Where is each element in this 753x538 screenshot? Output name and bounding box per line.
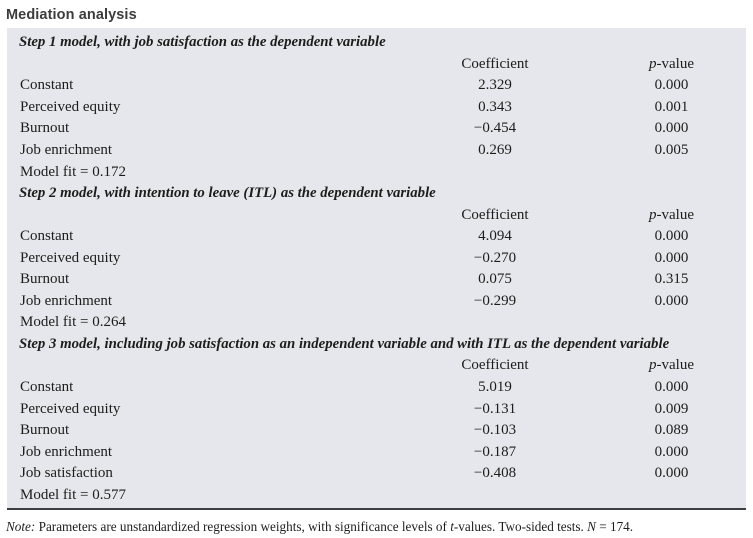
row-coefficient: −0.270 — [473, 249, 517, 266]
column-header-coefficient: Coefficient — [461, 55, 529, 72]
table-row: Job enrichment −0.299 0.000 — [7, 291, 746, 313]
note-text-1: Parameters are unstandardized regression… — [35, 519, 451, 535]
model-fit-value: Model fit = 0.264 — [20, 314, 126, 331]
row-coefficient: −0.103 — [473, 422, 517, 439]
column-header-p-value: p-value — [597, 207, 746, 224]
table-row: Constant 4.094 0.000 — [7, 226, 746, 248]
row-label: Perceived equity — [20, 400, 121, 417]
table-note: Note: Parameters are unstandardized regr… — [6, 519, 753, 535]
page-title: Mediation analysis — [6, 7, 137, 23]
column-header-coefficient: Coefficient — [461, 357, 529, 374]
row-label: Constant — [20, 379, 74, 396]
model-fit-row: Model fit = 0.264 — [7, 312, 746, 334]
column-header-row: Coefficient p-value — [7, 204, 746, 226]
row-coefficient: 2.329 — [478, 77, 512, 94]
row-label: Perceived equity — [20, 98, 121, 115]
row-label: Burnout — [20, 422, 70, 439]
row-p-value: 0.000 — [654, 443, 689, 460]
row-p-value: 0.001 — [654, 98, 689, 115]
model-fit-value: Model fit = 0.172 — [20, 163, 126, 180]
table-row: Perceived equity −0.131 0.009 — [7, 398, 746, 420]
row-coefficient: −0.299 — [473, 292, 517, 309]
section-heading-row: Step 2 model, with intention to leave (I… — [7, 183, 746, 205]
row-coefficient: 0.075 — [478, 271, 512, 288]
p-value-italic-p: p — [649, 357, 657, 374]
model-fit-row: Model fit = 0.577 — [7, 484, 746, 506]
column-header-row: Coefficient p-value — [7, 355, 746, 377]
note-text-2: -values. Two-sided tests. — [453, 519, 588, 535]
row-p-value: 0.005 — [654, 142, 689, 158]
p-value-italic-p: p — [649, 55, 657, 72]
column-header-p-value: p-value — [597, 56, 746, 73]
section-heading-row: Step 1 model, with job satisfaction as t… — [7, 32, 746, 54]
row-p-value: 0.000 — [654, 77, 689, 94]
p-value-rest: -value — [656, 206, 694, 223]
note-t-italic: t — [450, 519, 454, 535]
table-row: Burnout 0.075 0.315 — [7, 269, 746, 291]
row-label: Burnout — [20, 271, 70, 288]
row-p-value: 0.000 — [654, 292, 689, 309]
table-row: Perceived equity −0.270 0.000 — [7, 247, 746, 269]
note-text-3: = 174. — [595, 519, 634, 535]
row-coefficient: 4.094 — [478, 228, 512, 245]
row-coefficient: 0.269 — [478, 142, 512, 158]
row-coefficient: −0.131 — [473, 400, 517, 417]
p-value-italic-p: p — [649, 206, 657, 223]
row-p-value: 0.000 — [654, 379, 689, 396]
note-n-italic: N — [587, 519, 596, 535]
table-row: Burnout −0.454 0.000 — [7, 118, 746, 140]
row-label: Constant — [20, 228, 74, 245]
column-header-row: Coefficient p-value — [7, 54, 746, 76]
note-label: Note: — [6, 519, 36, 535]
section-heading-row: Step 3 model, including job satisfaction… — [7, 334, 746, 356]
section-1-heading: Step 1 model, with job satisfaction as t… — [19, 34, 386, 51]
row-coefficient: −0.408 — [473, 465, 517, 482]
section-2-heading: Step 2 model, with intention to leave (I… — [19, 185, 436, 202]
column-header-p-value: p-value — [597, 357, 746, 374]
model-fit-row: Model fit = 0.172 — [7, 161, 746, 183]
model-fit-value: Model fit = 0.577 — [20, 486, 126, 503]
row-label: Perceived equity — [20, 249, 121, 266]
table-row: Perceived equity 0.343 0.001 — [7, 97, 746, 119]
mediation-analysis-table: Step 1 model, with job satisfaction as t… — [7, 28, 746, 511]
row-coefficient: −0.454 — [473, 120, 517, 137]
table-row: Job satisfaction −0.408 0.000 — [7, 463, 746, 485]
p-value-rest: -value — [656, 55, 694, 72]
table-row: Job enrichment 0.269 0.005 — [7, 140, 746, 162]
row-label: Job satisfaction — [20, 465, 113, 482]
row-p-value: 0.089 — [654, 422, 689, 439]
row-p-value: 0.009 — [654, 400, 689, 417]
table-row: Burnout −0.103 0.089 — [7, 420, 746, 442]
row-label: Constant — [20, 77, 74, 94]
row-p-value: 0.000 — [654, 120, 689, 137]
row-p-value: 0.000 — [654, 249, 689, 266]
row-coefficient: 5.019 — [478, 379, 512, 396]
row-label: Job enrichment — [20, 142, 113, 158]
table-row: Job enrichment −0.187 0.000 — [7, 441, 746, 463]
row-p-value: 0.000 — [654, 465, 689, 482]
table-row: Constant 2.329 0.000 — [7, 75, 746, 97]
table-row: Constant 5.019 0.000 — [7, 377, 746, 399]
p-value-rest: -value — [656, 357, 694, 374]
row-p-value: 0.000 — [654, 228, 689, 245]
row-label: Burnout — [20, 120, 70, 137]
column-header-coefficient: Coefficient — [461, 206, 529, 223]
row-label: Job enrichment — [20, 443, 113, 460]
row-label: Job enrichment — [20, 292, 113, 309]
row-p-value: 0.315 — [654, 271, 689, 288]
row-coefficient: −0.187 — [473, 443, 517, 460]
row-coefficient: 0.343 — [478, 98, 512, 115]
section-3-heading: Step 3 model, including job satisfaction… — [19, 335, 670, 352]
